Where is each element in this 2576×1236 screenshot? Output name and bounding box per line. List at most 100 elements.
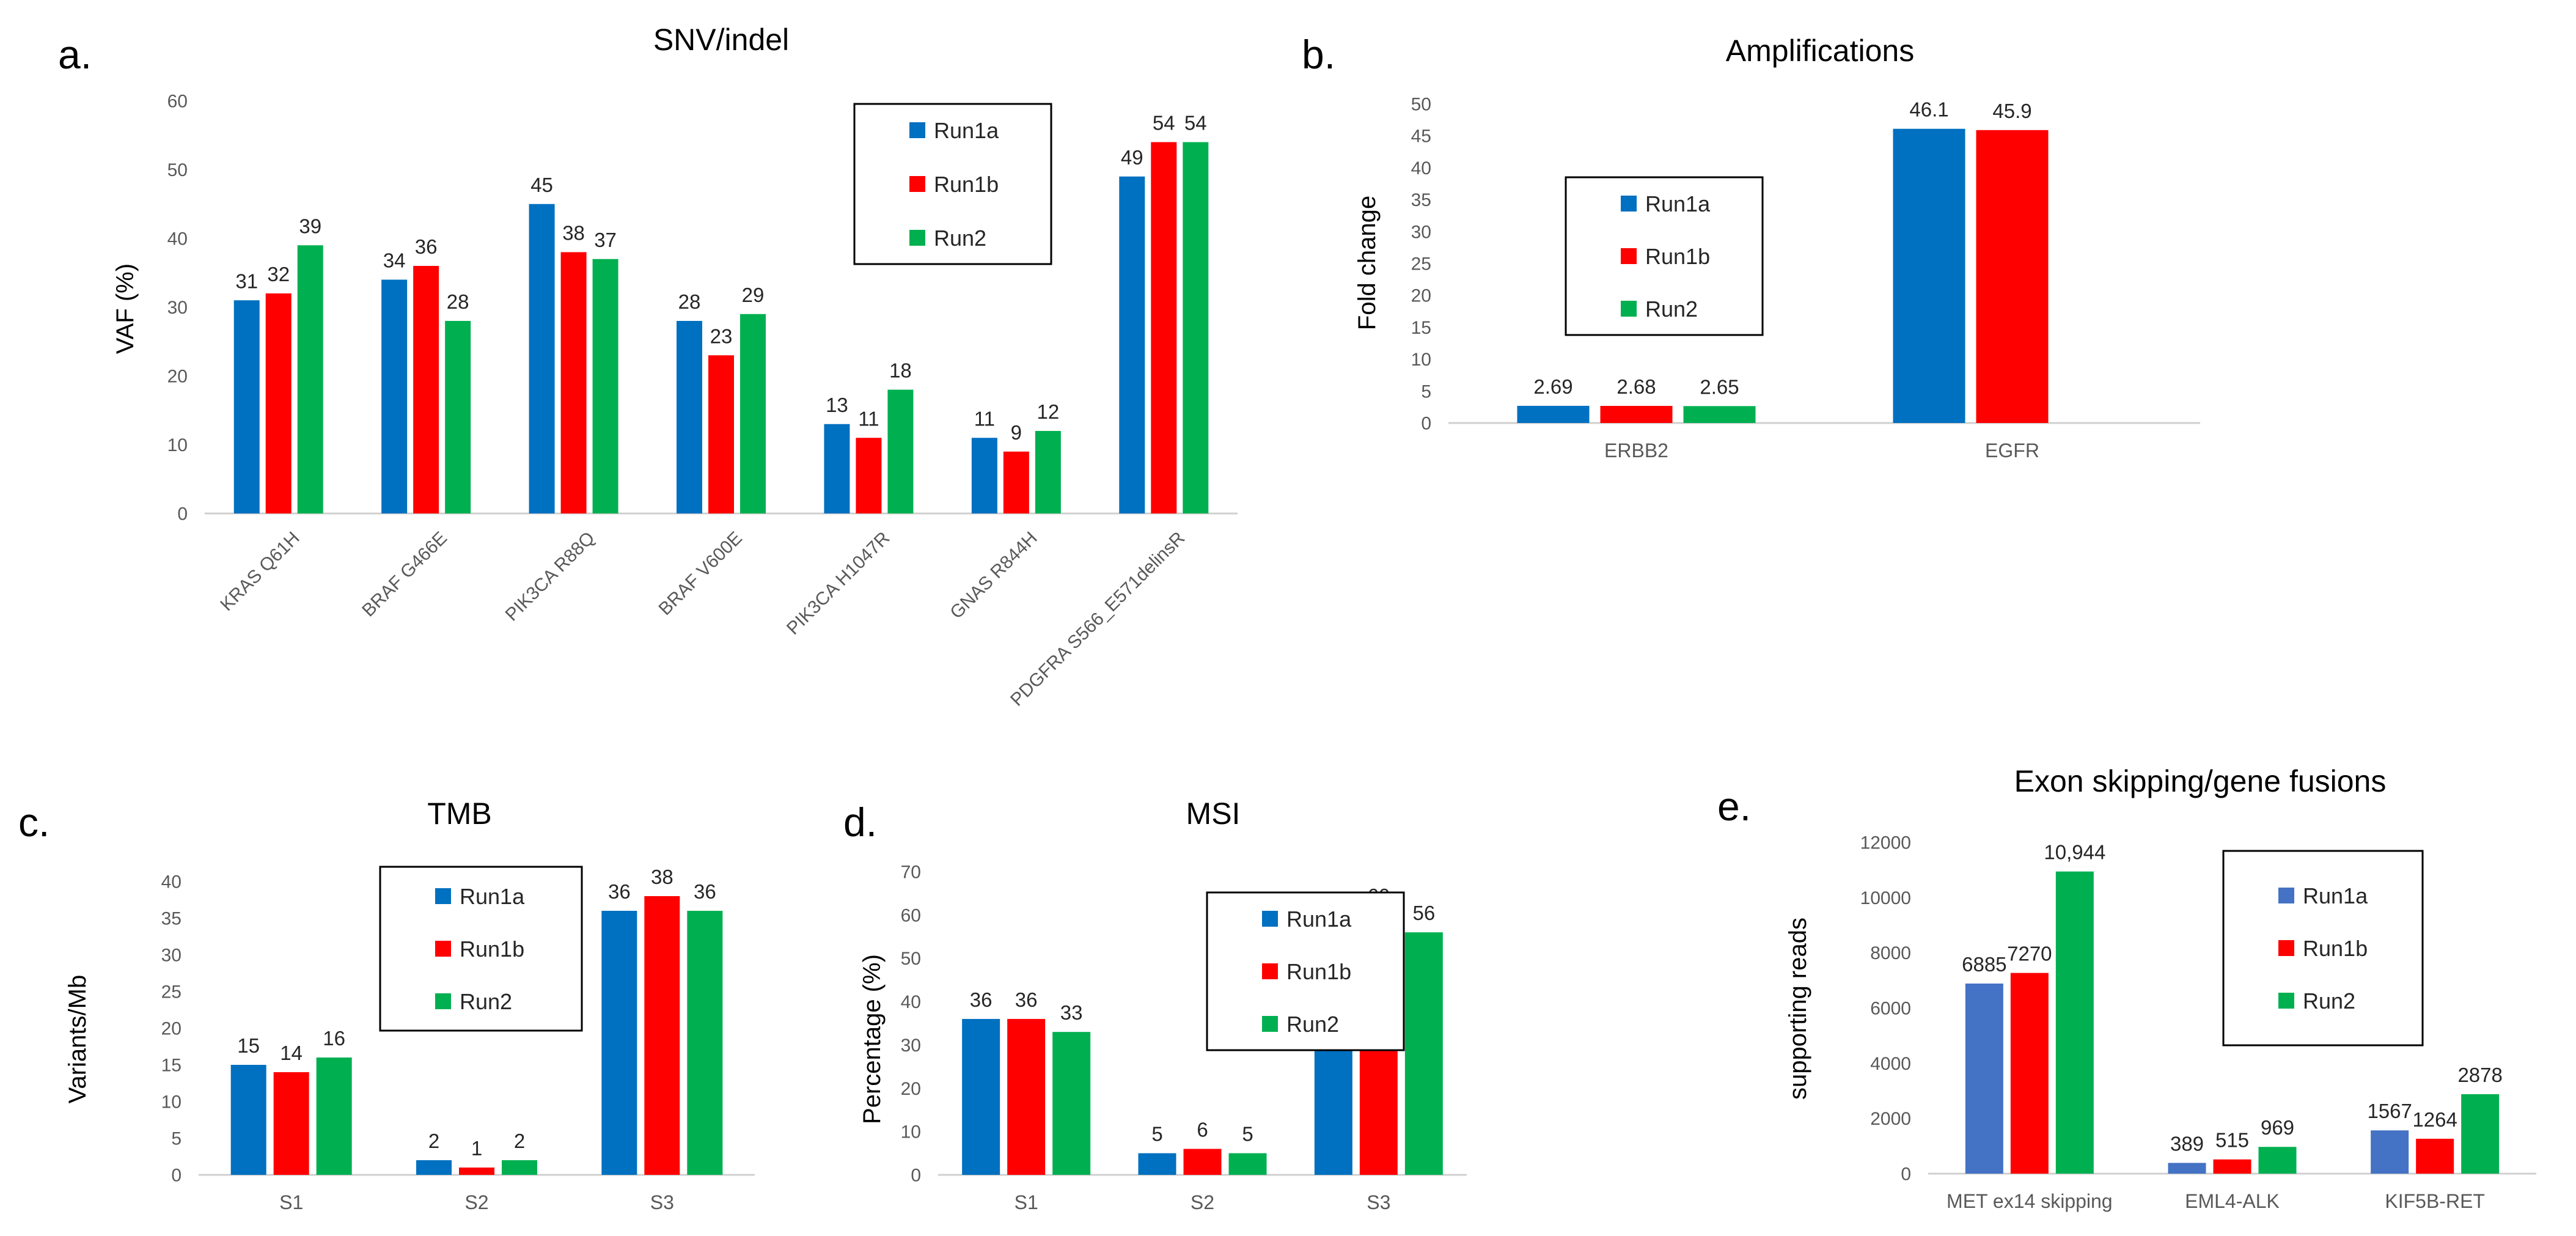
data-label: 38 [651,866,673,888]
y-axis-label: supporting reads [1785,918,1811,1100]
y-axis-label: VAF (%) [112,263,139,354]
legend-swatch-run1a [1621,196,1637,212]
x-tick-label: S2 [1191,1191,1214,1213]
data-label: 36 [970,988,993,1011]
data-label: 515 [2215,1129,2249,1152]
data-label: 10,944 [2044,841,2105,864]
data-label: 15 [237,1034,260,1057]
legend-label: Run2 [2303,988,2355,1013]
bar-run1a-2 [381,279,408,513]
bar-run1b-1 [1007,1018,1046,1175]
x-tick-label: PIK3CA H1047R [783,528,894,639]
bar-run1b-6 [1003,451,1029,513]
bar-run2-6 [1035,431,1061,513]
y-tick-label: 20 [161,1019,182,1039]
legend-label: Run1b [1645,244,1710,269]
bar-run1b-3 [560,252,587,513]
y-tick-label: 30 [1411,222,1431,242]
data-label: 2 [514,1130,525,1152]
bar-run1a-7 [1119,176,1145,513]
legend-label: Run2 [460,989,512,1014]
y-tick-label: 40 [161,872,182,892]
y-tick-label: 0 [177,504,188,524]
panel-label: e. [1717,784,1751,829]
y-tick-label: 60 [901,905,921,925]
y-tick-label: 60 [167,92,188,112]
legend-swatch-run1a [909,122,925,138]
data-label: 36 [608,880,631,903]
data-label: 36 [1015,988,1038,1011]
data-label: 9 [1011,421,1022,444]
legend-swatch-run2 [1621,301,1637,317]
y-tick-label: 0 [1421,414,1431,434]
legend-box [1565,176,1764,336]
data-label: 6885 [1962,953,2006,976]
x-tick-label: PIK3CA R88Q [502,528,599,625]
y-tick-label: 10 [1411,350,1431,370]
y-tick-label: 20 [167,367,188,387]
x-tick-label: ERBB2 [1604,440,1668,462]
y-axis-label: Variants/Mb [64,975,91,1103]
legend-label: Run1a [460,884,525,909]
legend-swatch-run2 [435,993,451,1009]
chart-title: MSI [1186,796,1241,831]
bar-run1a-1 [230,1065,266,1175]
chart-panel-2: b. Amplifications Fold change 0 5 10 15 20 25 30 3… [1302,32,2200,462]
data-label: 5 [1242,1123,1253,1146]
bar-run1b-2 [2213,1159,2251,1174]
data-label: 11 [974,407,995,430]
y-tick-label: 40 [1411,158,1431,178]
y-tick-label: 30 [167,298,188,318]
bar-run1b-2 [413,266,439,513]
bar-run1a-5 [824,424,850,513]
bar-run1b-1 [273,1072,309,1175]
x-tick-label: S1 [279,1191,303,1213]
data-label: 13 [826,394,848,416]
bar-run2-4 [740,314,766,513]
data-label: 56 [1412,902,1435,924]
chart-panel-4: d. MSI Percentage (%) 0 10 20 30 40 50 60 70 36 36 33… [843,796,1467,1213]
chart-title: Exon skipping/gene fusions [2014,764,2387,798]
data-label: 2 [428,1130,439,1152]
data-label: 46.1 [1909,98,1948,121]
y-axis-label: Fold change [1354,196,1381,330]
bar-run1a-2 [1138,1153,1176,1175]
x-tick-label: EGFR [1985,440,2039,462]
legend-swatch-run2 [909,230,925,246]
legend-swatch-run1a [435,888,451,904]
data-label: 2.69 [1533,375,1572,398]
chart-panel-5: e. Exon skipping/gene fusions supporting r… [1717,764,2536,1212]
y-tick-label: 6000 [1870,999,1911,1019]
data-label: 31 [235,270,258,292]
panel-label: b. [1302,32,1335,77]
bar-run1b-2 [1976,130,2049,423]
data-label: 1567 [2367,1100,2412,1122]
bar-run1a-1 [1965,984,2003,1174]
data-label: 16 [323,1027,345,1050]
data-label: 6 [1197,1118,1208,1141]
bar-run2-2 [502,1160,537,1175]
bar-run1b-1 [2010,973,2049,1174]
y-tick-label: 70 [901,863,921,883]
data-label: 38 [562,222,585,245]
legend-label: Run1a [2303,883,2368,908]
y-tick-label: 5 [171,1129,182,1149]
legend-label: Run1b [934,172,999,197]
x-tick-label: S3 [650,1191,674,1213]
y-tick-label: 25 [161,982,182,1002]
legend-box [1206,891,1405,1051]
x-tick-label: S2 [464,1191,488,1213]
legend-label: Run1b [1286,959,1351,984]
bar-run2-3 [1404,932,1443,1175]
panel-label: a. [58,32,92,77]
x-tick-label: EML4-ALK [2185,1190,2280,1212]
data-label: 29 [742,284,765,306]
data-label: 23 [710,325,733,347]
bar-run1b-3 [2416,1138,2454,1174]
data-label: 1 [471,1137,482,1160]
chart-title: SNV/indel [653,23,789,57]
y-tick-label: 10 [901,1122,921,1142]
legend-swatch-run1b [1621,248,1637,264]
bar-run2-1 [1052,1032,1091,1175]
y-tick-label: 15 [1411,318,1431,338]
